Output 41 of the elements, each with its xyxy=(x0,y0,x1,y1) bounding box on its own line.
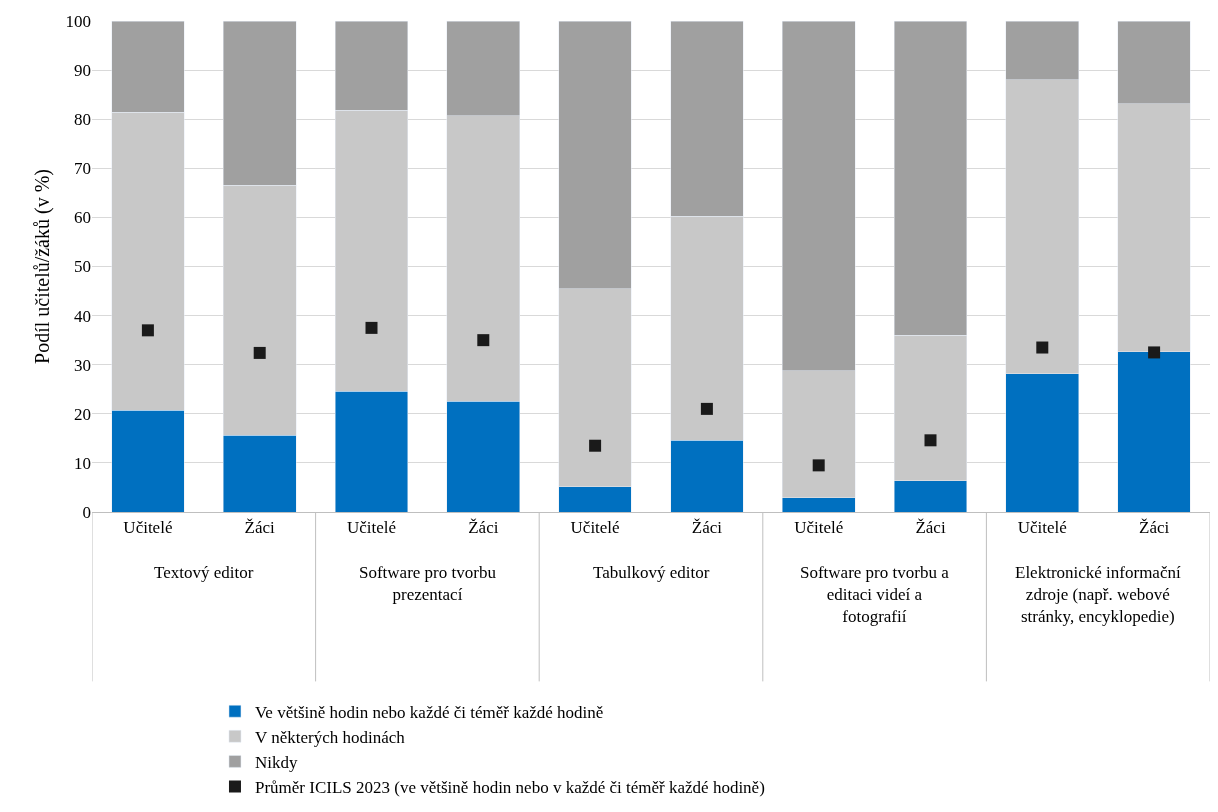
point xyxy=(141,324,154,337)
y-axis-title: Podíl učitelů/žáků (v %) xyxy=(31,169,54,364)
legend-label: V některých hodinách xyxy=(254,727,406,747)
y-tick-label: 100 xyxy=(65,11,91,31)
x-tick-label: Učitelé xyxy=(1017,518,1067,538)
point xyxy=(812,459,825,472)
point xyxy=(589,439,602,452)
x-tick-label: Učitelé xyxy=(346,518,397,538)
point xyxy=(365,321,378,334)
x-tick-label: Žáci xyxy=(1139,518,1170,538)
text: Tabulkový editor xyxy=(593,563,710,582)
x-tick-label: Učitelé xyxy=(123,518,173,538)
legend-label: Nikdy xyxy=(254,753,298,773)
y-tick-label: 70 xyxy=(74,159,91,179)
y-tick-label: 20 xyxy=(74,404,91,424)
y-tick-label: 40 xyxy=(74,306,91,326)
text: Software pro tvorbu a editaci videí a fotografií xyxy=(800,563,950,627)
y-tick-label: 50 xyxy=(74,257,91,277)
text: Textový editor xyxy=(154,563,254,582)
x-tick-label: Učitelé xyxy=(794,518,844,538)
point xyxy=(924,434,937,447)
legend-label: Ve většině hodin nebo každé či téměř každé hodině xyxy=(254,702,604,722)
y-tick-label: 10 xyxy=(74,453,91,473)
point xyxy=(1036,341,1049,354)
point xyxy=(477,334,490,347)
y-tick-label: 0 xyxy=(82,502,91,522)
legend-label: Průměr ICILS 2023 (ve většině hodin nebo v každé či téměř každé hodině) xyxy=(254,778,765,798)
y-tick-label: 80 xyxy=(74,110,91,130)
y-tick-label: 30 xyxy=(74,355,91,375)
y-tick-label: 90 xyxy=(74,61,91,81)
x-tick-label: Žáci xyxy=(244,518,276,538)
x-tick-label: Žáci xyxy=(691,518,723,538)
y-tick-label: 60 xyxy=(74,208,91,228)
text: Elektronické informační zdroje (např. webové stránky, encyklopedie) xyxy=(1015,563,1181,627)
point xyxy=(700,402,713,415)
x-tick-label: Žáci xyxy=(915,518,946,538)
x-tick-label: Žáci xyxy=(468,518,499,538)
point xyxy=(1148,346,1161,359)
text: Software pro tvorbu prezentací xyxy=(359,563,497,605)
x-tick-label: Učitelé xyxy=(570,518,620,538)
point xyxy=(253,346,266,359)
